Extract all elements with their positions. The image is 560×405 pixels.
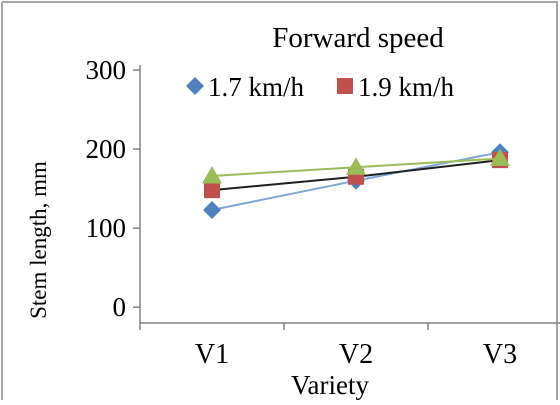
y-tick-label: 0 — [113, 292, 127, 322]
y-axis-title: Stem length, mm — [26, 161, 51, 319]
legend-label-2: 1.9 km/h — [358, 72, 455, 102]
legend-title: Forward speed — [272, 22, 444, 54]
series-2-point — [204, 182, 220, 198]
x-tick-label: V2 — [339, 339, 373, 370]
x-tick-label: V3 — [483, 339, 517, 370]
legend-label-1: 1.7 km/h — [208, 72, 305, 102]
x-axis-title: Variety — [291, 370, 369, 400]
y-tick-label: 100 — [86, 213, 127, 243]
y-tick-label: 200 — [86, 134, 127, 164]
legend-marker-2 — [337, 78, 353, 94]
y-tick-label: 300 — [86, 55, 127, 85]
x-tick-label: V1 — [195, 339, 229, 370]
